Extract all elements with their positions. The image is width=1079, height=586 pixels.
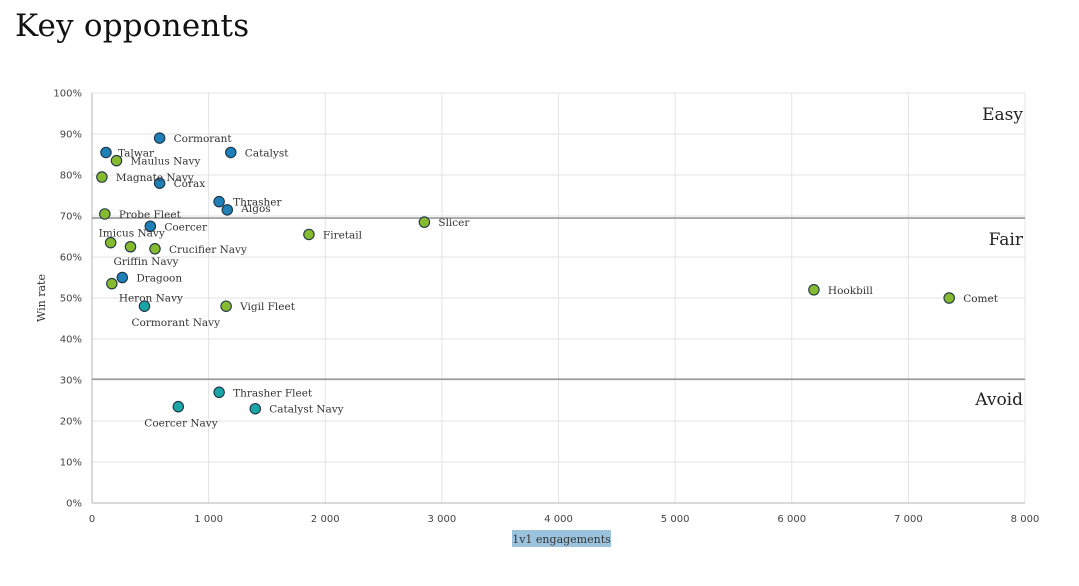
point-thrasher xyxy=(213,195,225,208)
point-griffin-navy xyxy=(124,241,137,253)
point-maulus-navy xyxy=(110,154,123,167)
x-tick-label: 5 000 xyxy=(661,514,690,525)
y-tick-label: 0% xyxy=(66,499,82,510)
label-firetail: Firetail xyxy=(323,229,363,241)
zone-labels: Easy Fair Avoid xyxy=(974,105,1024,410)
point-catalyst xyxy=(225,146,237,159)
point-hookbill xyxy=(808,284,820,296)
label-slicer: Slicer xyxy=(438,217,470,229)
y-tick-label: 40% xyxy=(60,335,82,346)
label-maulus-navy: Maulus Navy xyxy=(130,156,200,168)
axis-labels: 1v1 engagements Win rate xyxy=(35,274,611,547)
label-vigil-fleet: Vigil Fleet xyxy=(239,301,296,313)
label-coercer-navy: Coercer Navy xyxy=(144,418,217,430)
point-thrasher-fleet xyxy=(213,386,225,399)
point-magnate-navy xyxy=(96,171,108,183)
y-tick-label: 30% xyxy=(60,376,82,387)
y-tick-label: 60% xyxy=(60,253,82,264)
label-imicus-navy: Imicus Navy xyxy=(99,228,165,240)
x-tick-label: 7 000 xyxy=(894,514,923,525)
point-catalyst-navy xyxy=(249,402,262,415)
point-algos xyxy=(221,204,234,216)
point-labels: Cormorant Talwar Catalyst Maulus Navy Magnat… xyxy=(99,133,999,430)
label-hookbill: Hookbill xyxy=(828,285,874,297)
label-thrasher-fleet: Thrasher Fleet xyxy=(233,387,313,399)
point-corax xyxy=(153,177,166,189)
label-corax: Corax xyxy=(174,178,206,190)
page-title: Key opponents xyxy=(15,8,250,44)
y-tick-label: 50% xyxy=(60,294,82,305)
x-axis-label-bg xyxy=(512,530,611,547)
y-tick-label: 20% xyxy=(60,417,82,428)
point-crucifier-navy xyxy=(149,243,161,255)
zone-label-easy: Easy xyxy=(982,105,1023,125)
x-tick-label: 6 000 xyxy=(777,514,806,525)
point-dragoon xyxy=(116,271,129,284)
point-cormorant xyxy=(153,132,166,144)
label-thrasher: Thrasher xyxy=(233,197,282,209)
point-vigil-fleet xyxy=(220,300,232,312)
label-crucifier-navy: Crucifier Navy xyxy=(169,244,247,256)
x-tick-label: 2 000 xyxy=(311,514,340,525)
point-firetail xyxy=(303,228,315,241)
label-talwar: Talwar xyxy=(118,147,155,159)
label-magnate-navy: Magnate Navy xyxy=(116,172,194,184)
label-algos: Algos xyxy=(240,203,270,215)
x-axis-label: 1v1 engagements xyxy=(512,533,611,546)
zone-label-avoid: Avoid xyxy=(974,390,1023,410)
y-tick-label: 70% xyxy=(60,212,82,223)
point-imicus-navy xyxy=(104,236,117,249)
label-griffin-navy: Griffin Navy xyxy=(113,256,178,268)
label-catalyst-navy: Catalyst Navy xyxy=(269,404,343,416)
label-dragoon: Dragoon xyxy=(136,273,182,285)
point-talwar xyxy=(100,146,112,159)
point-probe-fleet xyxy=(99,208,111,220)
label-cormorant: Cormorant xyxy=(174,133,233,145)
label-heron-navy: Heron Navy xyxy=(119,293,183,305)
y-axis-label: Win rate xyxy=(35,274,48,322)
label-probe-fleet: Probe Fleet xyxy=(119,209,182,221)
x-tick-label: 4 000 xyxy=(544,514,573,525)
label-comet: Comet xyxy=(963,293,999,305)
data-points xyxy=(96,132,955,415)
point-slicer xyxy=(418,216,431,228)
point-heron-navy xyxy=(106,277,118,290)
axes: 0 1 000 2 000 3 000 4 000 5 000 6 000 7 000 8 00… xyxy=(53,89,1039,526)
point-coercer xyxy=(144,220,157,233)
y-tick-label: 100% xyxy=(53,89,82,100)
label-coercer: Coercer xyxy=(164,221,208,233)
y-tick-label: 80% xyxy=(60,171,82,182)
x-tick-label: 3 000 xyxy=(428,514,457,525)
label-catalyst: Catalyst xyxy=(245,147,289,159)
point-comet xyxy=(943,292,955,304)
y-tick-label: 90% xyxy=(60,130,82,141)
point-coercer-navy xyxy=(172,400,185,413)
x-tick-label: 8 000 xyxy=(1011,514,1040,525)
label-cormorant-navy: Cormorant Navy xyxy=(131,317,220,329)
x-tick-label: 0 xyxy=(89,514,95,525)
x-tick-label: 1 000 xyxy=(194,514,223,525)
point-cormorant-navy xyxy=(138,300,151,312)
zone-label-fair: Fair xyxy=(989,230,1024,250)
y-tick-label: 10% xyxy=(60,458,82,469)
threshold-lines xyxy=(92,217,1025,380)
